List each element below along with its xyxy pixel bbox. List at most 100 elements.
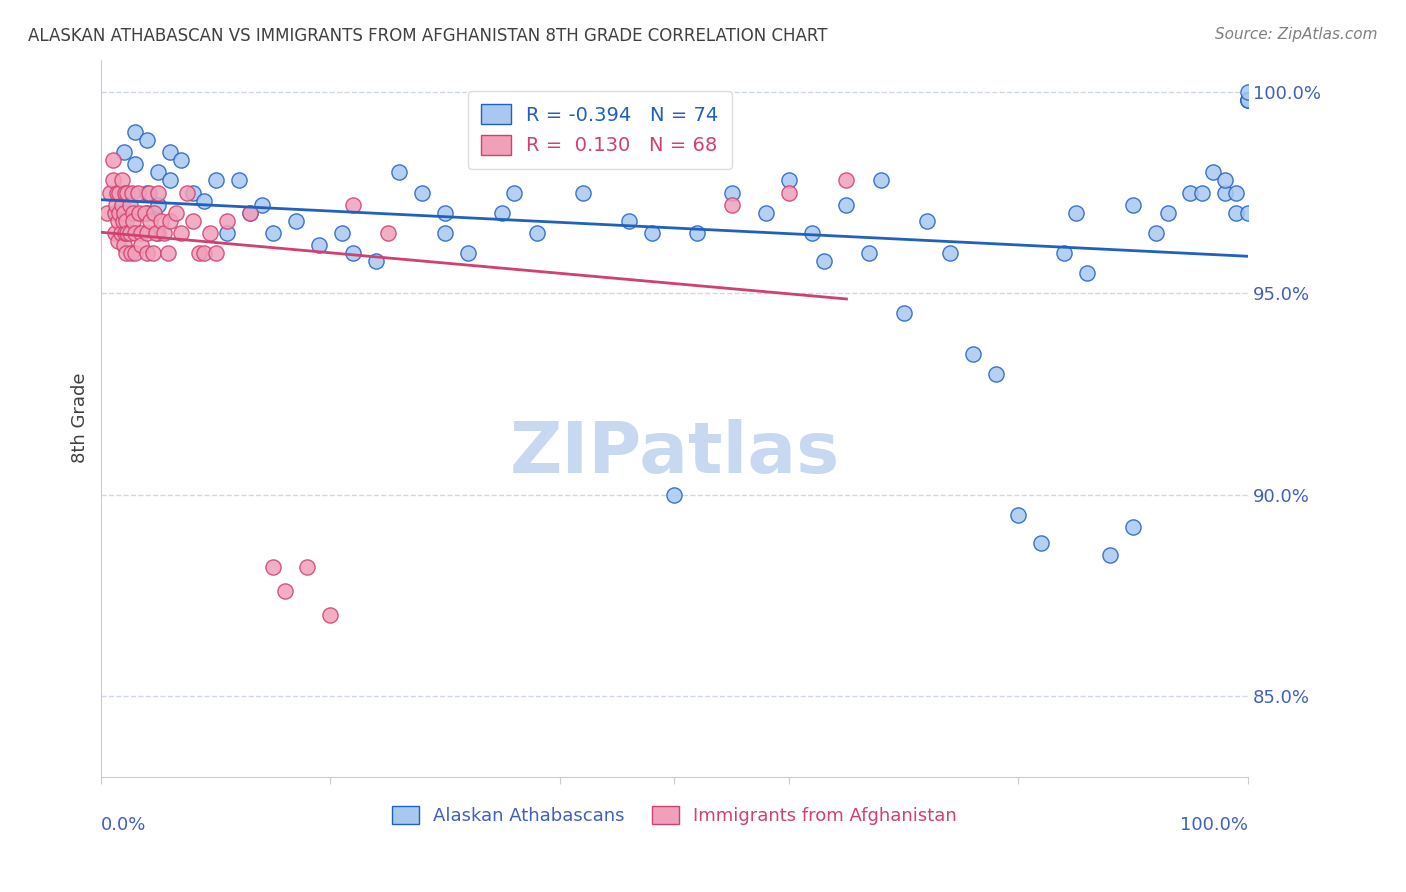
Point (239, 205, 262, 219)
Point (1007, 508, 1029, 522)
Point (250, 197, 273, 211)
Point (148, 226, 170, 240)
Point (115, 213, 138, 227)
Point (142, 205, 165, 219)
Point (342, 246, 364, 260)
Point (1213, 173, 1236, 187)
Point (104, 226, 127, 240)
Point (366, 254, 388, 268)
Point (1237, 93, 1260, 107)
Point (204, 173, 226, 187)
Point (1225, 205, 1247, 219)
Point (388, 165, 411, 179)
Point (640, 226, 662, 240)
Point (145, 226, 167, 240)
Point (153, 226, 176, 240)
Point (835, 173, 858, 187)
Point (204, 246, 226, 260)
Point (127, 186, 149, 200)
Point (1156, 205, 1178, 219)
Point (720, 197, 742, 211)
Point (319, 608, 342, 623)
Point (176, 186, 198, 200)
Point (1237, 93, 1260, 107)
Point (778, 173, 800, 187)
Point (104, 205, 127, 219)
Point (129, 238, 152, 252)
Point (239, 205, 262, 219)
Point (870, 173, 893, 187)
Point (1064, 205, 1087, 219)
Point (181, 213, 204, 227)
Point (228, 173, 250, 187)
Point (101, 153, 124, 168)
Point (124, 157, 146, 171)
Point (135, 205, 157, 219)
Point (1144, 226, 1167, 240)
Text: Source: ZipAtlas.com: Source: ZipAtlas.com (1215, 27, 1378, 42)
Point (129, 226, 152, 240)
Point (262, 560, 284, 574)
Point (664, 488, 686, 502)
Point (1099, 548, 1122, 562)
Point (165, 205, 187, 219)
Point (617, 213, 640, 227)
Point (285, 213, 308, 227)
Point (1213, 186, 1236, 200)
Point (984, 367, 1007, 381)
Point (112, 238, 135, 252)
Point (115, 246, 138, 260)
Point (1122, 520, 1144, 534)
Point (107, 234, 129, 248)
Point (159, 145, 181, 160)
Point (915, 213, 938, 227)
Point (1237, 85, 1260, 99)
Point (457, 246, 479, 260)
Point (112, 205, 135, 219)
Point (124, 226, 146, 240)
Point (686, 226, 709, 240)
Point (148, 165, 170, 179)
Point (111, 197, 134, 211)
Point (1225, 186, 1247, 200)
Point (308, 238, 330, 252)
Text: 0.0%: 0.0% (101, 816, 146, 834)
Point (120, 246, 142, 260)
Point (105, 186, 128, 200)
Point (159, 173, 181, 187)
Point (801, 226, 824, 240)
Point (571, 186, 593, 200)
Point (138, 186, 160, 200)
Point (377, 226, 399, 240)
Legend: Alaskan Athabascans, Immigrants from Afghanistan: Alaskan Athabascans, Immigrants from Afg… (384, 798, 965, 832)
Point (1202, 165, 1225, 179)
Point (813, 254, 835, 268)
Point (114, 186, 136, 200)
Point (1053, 246, 1076, 260)
Point (502, 186, 524, 200)
Point (330, 226, 353, 240)
Point (110, 226, 132, 240)
Point (121, 186, 143, 200)
Point (108, 186, 131, 200)
Point (135, 186, 157, 200)
Point (142, 246, 165, 260)
Point (134, 205, 156, 219)
Point (1076, 266, 1098, 280)
Point (193, 194, 215, 208)
Point (893, 306, 915, 320)
Point (491, 205, 513, 219)
Point (128, 205, 150, 219)
Text: ALASKAN ATHABASCAN VS IMMIGRANTS FROM AFGHANISTAN 8TH GRADE CORRELATION CHART: ALASKAN ATHABASCAN VS IMMIGRANTS FROM AF… (28, 27, 828, 45)
Point (1031, 536, 1053, 550)
Point (156, 246, 179, 260)
Point (159, 213, 181, 227)
Point (526, 226, 548, 240)
Point (118, 197, 141, 211)
Point (111, 213, 134, 227)
Point (434, 226, 457, 240)
Point (114, 226, 136, 240)
Point (720, 186, 742, 200)
Point (148, 186, 170, 200)
Point (1237, 93, 1260, 107)
